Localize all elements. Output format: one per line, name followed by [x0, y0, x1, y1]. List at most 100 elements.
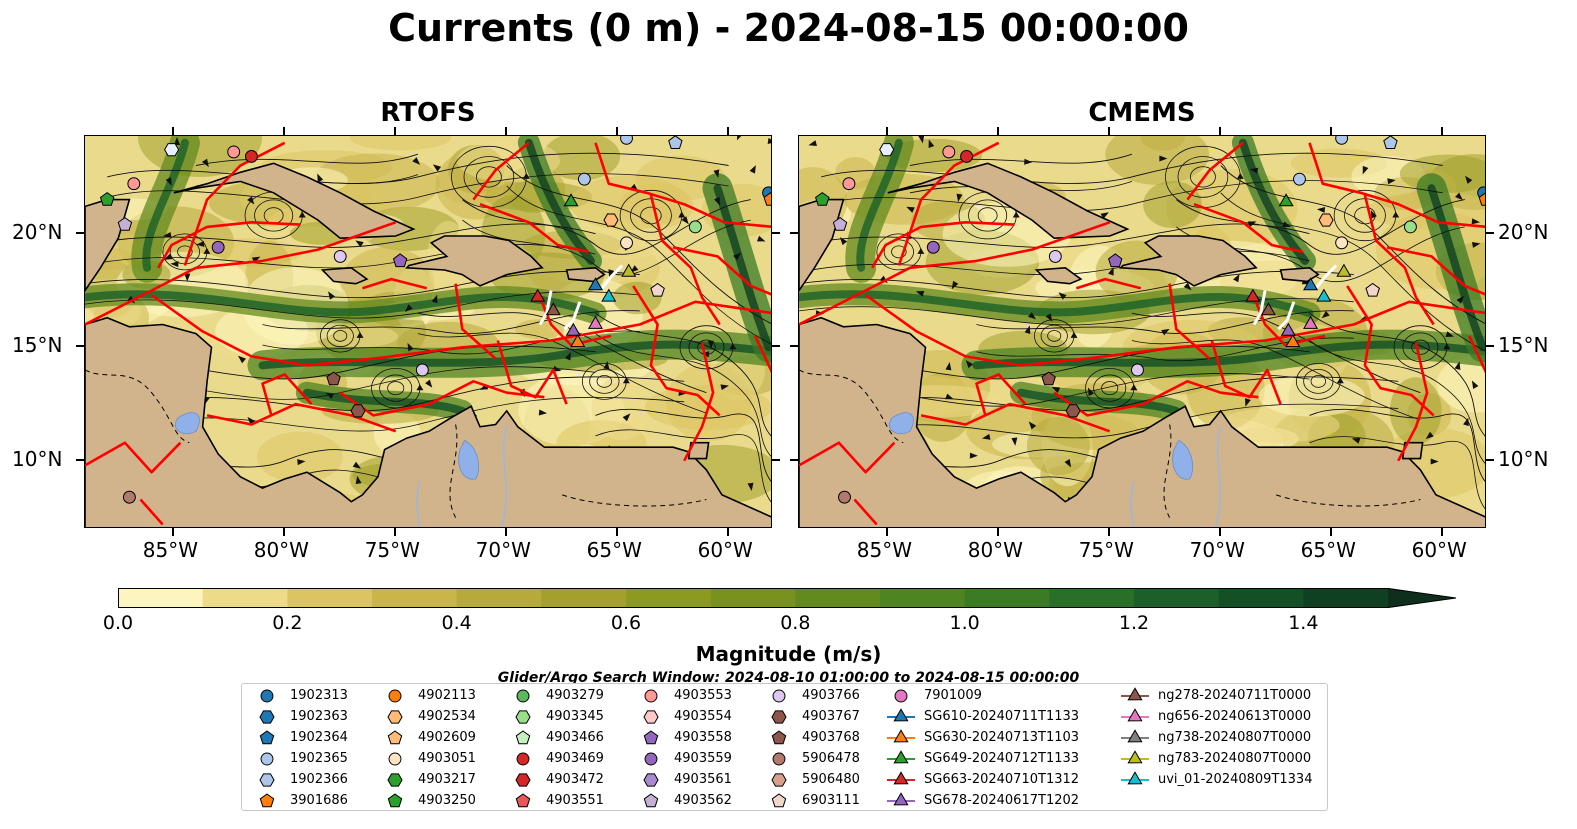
legend-entry: 4903466 [508, 727, 604, 747]
legend-entry: 4903250 [380, 790, 476, 810]
tick-mark [885, 127, 888, 135]
flow-arrow [915, 290, 925, 297]
legend-entry: 4903768 [764, 727, 860, 747]
flow-arrow [184, 273, 191, 282]
eddy-streamline [1040, 324, 1068, 348]
circle-marker-icon [772, 689, 786, 703]
legend-entry: 4903554 [636, 706, 732, 726]
hexagon-marker-icon [387, 710, 403, 724]
boundary-line [1193, 202, 1304, 254]
streamline [799, 270, 1354, 299]
legend-entry: SG663-20240710T1312 [886, 769, 1079, 789]
legend-marker [893, 708, 909, 722]
colorbar-segment [118, 588, 204, 608]
country-border [799, 369, 904, 444]
boundary-line [85, 221, 397, 326]
tick-mark [393, 528, 396, 536]
legend-marker [387, 710, 403, 724]
legend-label: SG630-20240713T1103 [924, 729, 1080, 745]
legend-label: 4903469 [546, 750, 604, 766]
legend-marker [388, 689, 402, 703]
float-marker [99, 191, 115, 206]
float-marker [842, 177, 856, 191]
flow-arrow [325, 392, 335, 400]
legend-entry: 4903553 [636, 685, 732, 705]
hexagon-marker-icon [259, 710, 275, 724]
legend-label: 4903250 [418, 792, 476, 808]
eddy-streamline [1101, 381, 1119, 396]
flow-arrow [603, 361, 610, 370]
legend-label: 4903345 [546, 708, 604, 724]
flow-arrow [552, 365, 562, 372]
legend-marker [894, 689, 908, 703]
flow-arrow [1351, 438, 1361, 444]
triangle-marker-icon [1121, 750, 1149, 764]
float-marker [577, 172, 591, 186]
legend-marker [771, 710, 787, 724]
float-marker [164, 143, 180, 157]
float-marker [1131, 363, 1144, 377]
float-marker [1293, 172, 1306, 186]
tick-mark [282, 528, 285, 536]
lon-tick-label: 70°W [475, 538, 531, 562]
legend-label: 1902363 [290, 708, 348, 724]
flow-arrow [1425, 431, 1434, 440]
boundary-line [853, 498, 878, 526]
legend-entry: 1902363 [252, 706, 348, 726]
tick-mark [171, 528, 174, 536]
flow-arrow [756, 235, 766, 242]
triangle-marker-icon [887, 750, 915, 764]
flow-arrow [1463, 417, 1469, 427]
triangle-marker-icon [887, 729, 915, 743]
flow-arrow [956, 193, 963, 203]
lon-tick-label: 80°W [967, 538, 1023, 562]
legend-entry: 4903279 [508, 685, 604, 705]
tick-mark [615, 528, 618, 536]
lat-tick-label: 10°N [12, 446, 63, 471]
flow-arrow [906, 206, 915, 213]
colorbar-segment [541, 588, 627, 608]
eddy-streamline [387, 381, 405, 396]
flow-arrow [1064, 459, 1072, 468]
landmass [1279, 266, 1320, 283]
map-cmems [798, 135, 1486, 528]
legend-entry: 4903551 [508, 790, 604, 810]
float-marker [1335, 136, 1349, 145]
flow-arrow [1058, 292, 1067, 300]
float-marker [1048, 249, 1062, 263]
landmass [799, 198, 845, 292]
legend-label: 4903558 [674, 729, 732, 745]
flow-arrow [1051, 386, 1061, 393]
flow-arrow [608, 269, 615, 278]
colorbar-title: Magnitude (m/s) [695, 642, 882, 666]
streamline [262, 310, 640, 335]
legend-marker [516, 752, 530, 766]
triangle-marker-icon [1121, 729, 1149, 743]
legend-label: SG610-20240711T1133 [924, 708, 1080, 724]
flow-arrow [247, 196, 255, 205]
streamline [462, 199, 751, 255]
colorbar-tick-label: 1.4 [1288, 612, 1319, 634]
glider-track [563, 301, 582, 331]
flow-arrow [1370, 210, 1377, 219]
float-marker [879, 143, 895, 157]
lat-tick-label: 20°N [12, 219, 63, 244]
tick-mark [772, 345, 780, 348]
hexagon-marker-icon [643, 773, 659, 787]
flow-arrow [1430, 458, 1439, 465]
legend-marker [644, 752, 658, 766]
colorbar-segment [626, 588, 712, 608]
flow-arrow [1471, 380, 1479, 389]
legend-entry: 4903469 [508, 748, 604, 768]
circle-marker-icon [516, 689, 530, 703]
legend-entry: 4902113 [380, 685, 476, 705]
legend-entry: 1902365 [252, 748, 348, 768]
tick-mark [1107, 127, 1110, 135]
pentagon-marker-icon [515, 793, 531, 808]
float-marker [117, 216, 133, 231]
legend-entry: SG630-20240713T1103 [886, 727, 1079, 747]
colorbar-extend-arrow [1388, 588, 1456, 608]
country-border [562, 494, 707, 507]
legend-marker [388, 752, 402, 766]
flow-arrow [965, 359, 974, 369]
